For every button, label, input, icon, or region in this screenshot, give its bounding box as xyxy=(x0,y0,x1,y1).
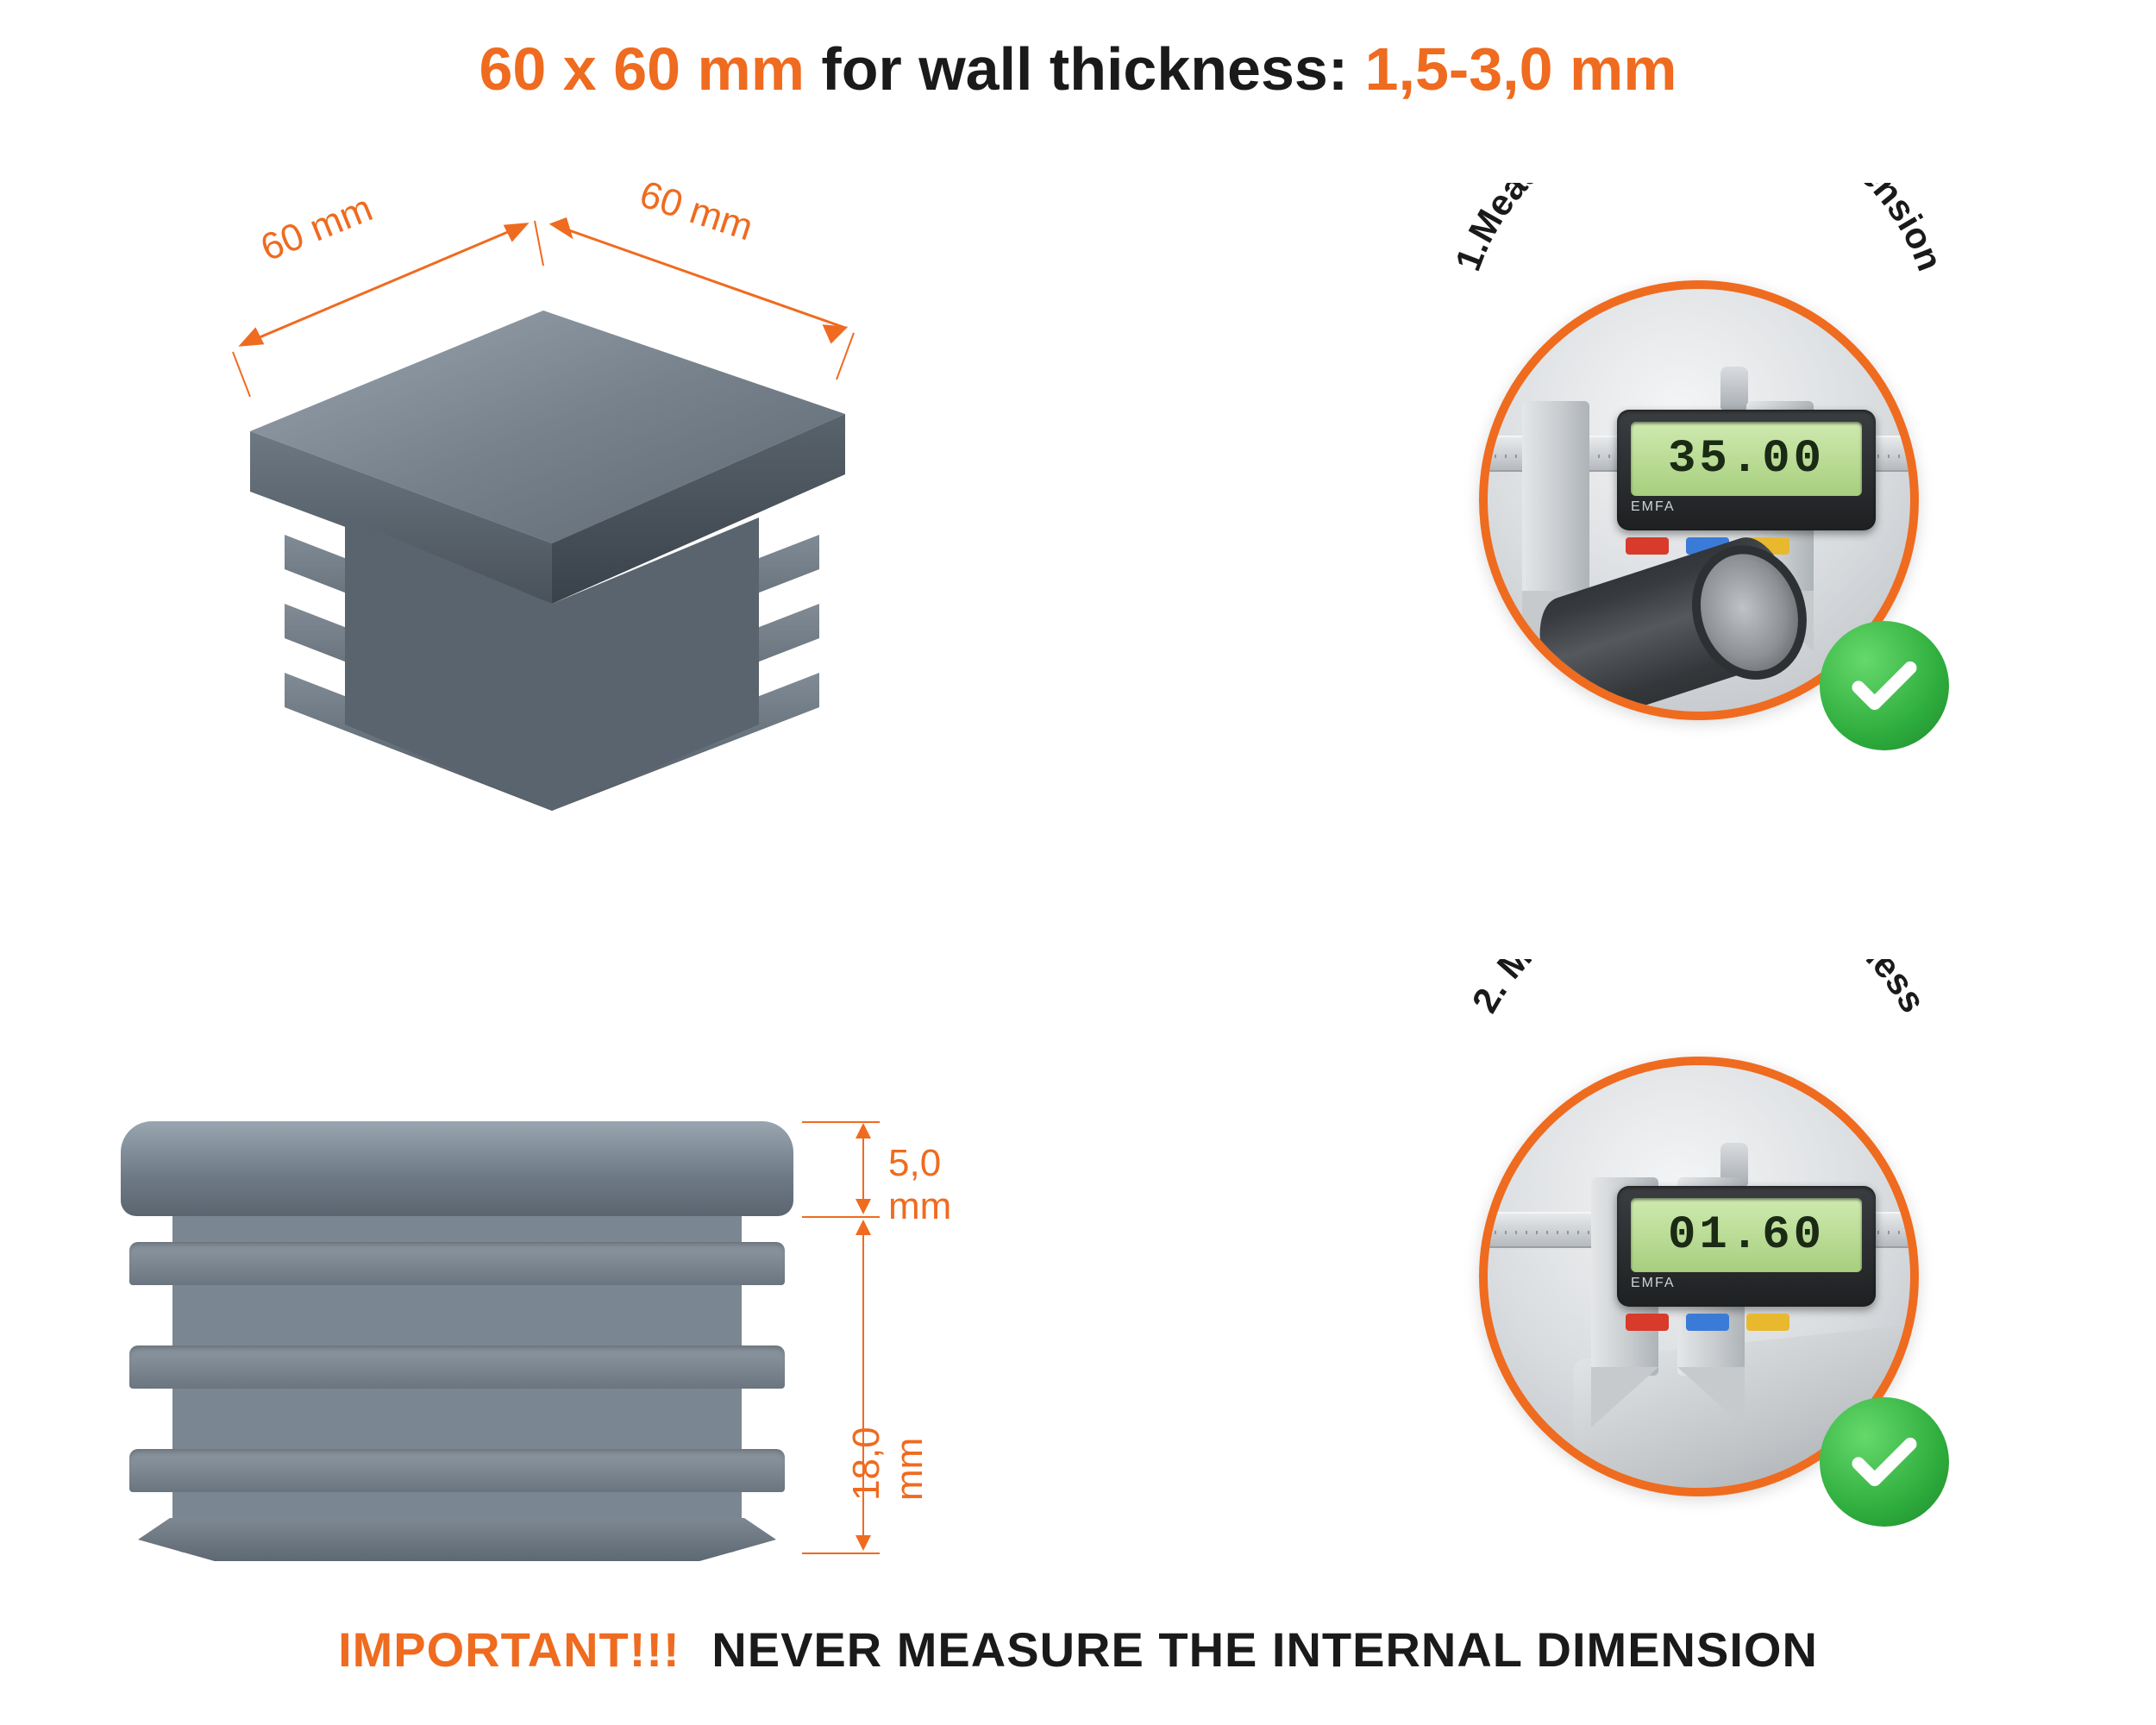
cap-head xyxy=(121,1121,793,1216)
footer-line: IMPORTANT!!! NEVER MEASURE THE INTERNAL … xyxy=(0,1622,2156,1678)
caliper-jaw-fixed xyxy=(1522,401,1589,599)
caliper-reading: 35.00 xyxy=(1631,422,1862,496)
caliper-display: 01.60 EMFA xyxy=(1617,1186,1876,1307)
check-icon xyxy=(1846,1423,1923,1501)
cap-fin xyxy=(129,1449,785,1492)
check-icon xyxy=(1846,647,1923,724)
caliper-buttons xyxy=(1626,1314,1789,1331)
cap-body xyxy=(172,1182,742,1552)
side-view-cap: 5,0 mm 18,0 mm xyxy=(86,1095,992,1596)
cap-side-shape xyxy=(121,1121,793,1552)
footer-important: IMPORTANT!!! xyxy=(338,1622,680,1677)
caliper-btn xyxy=(1626,1314,1669,1331)
isometric-cap-svg xyxy=(86,172,992,819)
title-thickness: 1,5-3,0 mm xyxy=(1365,35,1677,103)
step1-label: 1.Measure the external dimension xyxy=(1447,183,1951,276)
svg-text:1.Measure the external dimensi: 1.Measure the external dimension xyxy=(1447,183,1951,276)
cap-fin xyxy=(129,1346,785,1389)
caliper-btn xyxy=(1686,1314,1729,1331)
cap-tail xyxy=(138,1518,776,1561)
caliper-brand: EMFA xyxy=(1631,499,1862,515)
dim-tick xyxy=(802,1216,880,1218)
dim-body-height: 18,0 mm xyxy=(845,1354,931,1501)
checkmark-badge xyxy=(1820,1397,1949,1527)
caliper-brand: EMFA xyxy=(1631,1276,1862,1291)
dim-arrow-head xyxy=(862,1125,864,1213)
step2-medallion: 2. Measure the wall thickness 01.60 EMFA xyxy=(1432,1009,1966,1544)
title-mid: for wall thickness: xyxy=(805,35,1365,103)
caliper-reading: 01.60 xyxy=(1631,1198,1862,1272)
dim-head-height: 5,0 mm xyxy=(888,1142,992,1228)
title-line: 60 x 60 mm for wall thickness: 1,5-3,0 m… xyxy=(0,34,2156,104)
footer-text: NEVER MEASURE THE INTERNAL DIMENSION xyxy=(711,1622,1818,1677)
dim-tick xyxy=(802,1552,880,1554)
svg-text:2. Measure the wall thickness: 2. Measure the wall thickness xyxy=(1463,959,1934,1019)
caliper-btn xyxy=(1746,1314,1789,1331)
isometric-cap: 60 mm 60 mm xyxy=(86,172,992,819)
step2-label: 2. Measure the wall thickness xyxy=(1463,959,1934,1019)
checkmark-badge xyxy=(1820,621,1949,750)
title-size: 60 x 60 mm xyxy=(479,35,805,103)
caliper-display: 35.00 EMFA xyxy=(1617,410,1876,530)
step1-medallion: 1.Measure the external dimension 35.00 E… xyxy=(1432,233,1966,768)
cap-fin xyxy=(129,1242,785,1285)
caliper-btn xyxy=(1626,537,1669,555)
caliper-knob xyxy=(1720,367,1748,410)
